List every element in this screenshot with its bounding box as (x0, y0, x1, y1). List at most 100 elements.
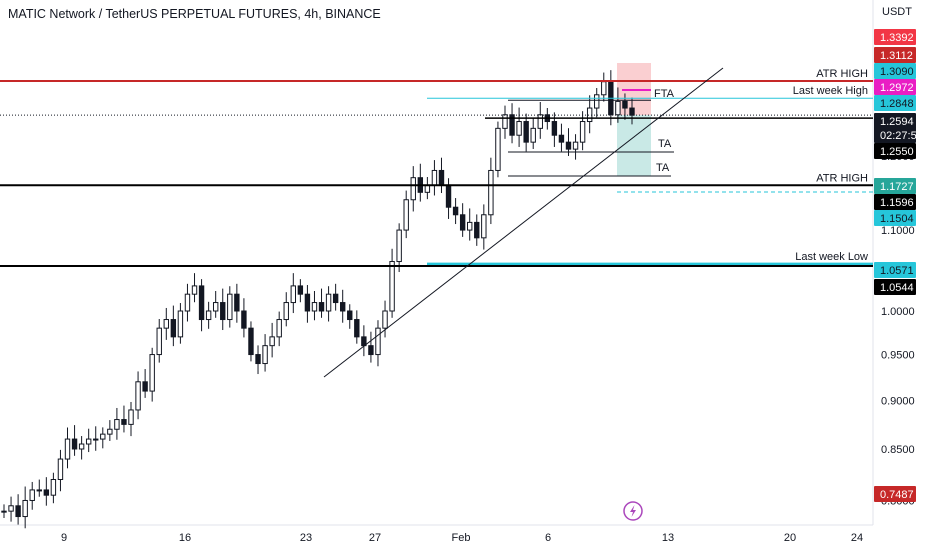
price-badge-label: 1.3112 (880, 50, 913, 62)
price-badge-label: 1.0544 (880, 282, 914, 294)
price-badge (874, 178, 916, 194)
y-tick-label: 0.9500 (881, 350, 915, 362)
price-badge (874, 194, 916, 210)
x-tick-label: 23 (300, 532, 312, 544)
currency-label[interactable]: USDT (882, 6, 912, 18)
price-badge-label: 1.2550 (880, 146, 914, 158)
candle-body (382, 310, 388, 329)
candle-body (85, 438, 92, 445)
price-badge (874, 79, 916, 95)
x-tick-label: 9 (61, 532, 67, 544)
candle-body (170, 319, 177, 338)
candle-body (537, 114, 543, 129)
candle-body (114, 419, 120, 430)
candle-body (347, 310, 353, 321)
price-badge-label: 1.2594 (880, 116, 914, 128)
candle-body (339, 302, 346, 312)
candle-body (290, 285, 297, 304)
price-badge (874, 29, 916, 45)
target-zone (617, 115, 651, 176)
chart-title: MATIC Network / TetherUS PERPETUAL FUTUR… (8, 7, 381, 21)
price-badge (874, 113, 916, 129)
price-badge (874, 127, 916, 143)
candle-body (142, 381, 148, 392)
candle-body (431, 169, 438, 186)
candle-body (474, 221, 480, 239)
price-badge (874, 279, 916, 295)
x-tick-label: 24 (851, 532, 863, 544)
candle-body (332, 293, 339, 304)
level-label-4: ATR HIGH (816, 172, 868, 184)
candle-body (389, 261, 395, 312)
y-tick-label: 1.1000 (881, 225, 915, 237)
candle-body (325, 293, 332, 312)
candle-body (248, 327, 254, 356)
price-badge-label: 0.7487 (880, 489, 914, 501)
level-label-6: Last week Low (795, 251, 868, 263)
x-tick-label: 27 (369, 532, 381, 544)
annotation-ta-1: TA (658, 138, 672, 150)
candle-body (572, 141, 579, 150)
candle-body (622, 100, 628, 109)
candle-body (36, 489, 42, 492)
candle-body (368, 345, 374, 356)
price-badge-label: 1.1504 (880, 213, 914, 225)
candle-body (495, 127, 501, 171)
price-badge (874, 143, 916, 159)
candle-body (198, 285, 205, 321)
candle-body (191, 285, 198, 295)
price-badge-label: 1.3392 (880, 32, 914, 44)
candle-body (629, 107, 635, 116)
candle-body (121, 419, 127, 425)
candle-body (227, 293, 233, 321)
candle-body (594, 94, 600, 109)
candle-body (50, 479, 57, 496)
candle-body (22, 499, 28, 518)
price-badge-label: 1.1596 (880, 197, 914, 209)
y-tick-label: 0.8500 (881, 444, 915, 456)
candle-body (445, 184, 452, 208)
lightning-icon[interactable] (623, 501, 643, 521)
candle-body (149, 354, 155, 392)
candle-body (128, 409, 134, 425)
candle-body (297, 285, 304, 295)
candle-body (311, 302, 318, 312)
x-tick-label: 16 (179, 532, 191, 544)
price-badge (874, 486, 916, 502)
annotation-ta-2: TA (656, 162, 670, 174)
candle-body (438, 169, 445, 186)
candle-body (523, 121, 529, 143)
candle-body (57, 458, 64, 481)
price-badge (874, 95, 916, 111)
level-label-0: ATR HIGH (816, 68, 868, 80)
candle-body (262, 345, 268, 365)
candle-body (71, 438, 78, 450)
candle-body (354, 319, 360, 338)
candle-body (64, 438, 71, 460)
candle-body (283, 302, 289, 321)
candle-body (488, 169, 494, 216)
candle-body (615, 100, 621, 116)
price-badge (874, 63, 916, 79)
trendline (323, 67, 724, 378)
price-badge (874, 210, 916, 226)
candle-body (177, 310, 184, 338)
candle-body (410, 177, 416, 201)
price-badge-label: 1.2972 (880, 82, 914, 94)
candle-body (467, 221, 473, 231)
candle-body (269, 336, 275, 347)
price-badge-label: 1.1727 (880, 181, 914, 193)
price-badge-label: 1.2848 (880, 98, 914, 110)
candle-body (459, 214, 466, 231)
lightning-icon-bolt (630, 505, 636, 517)
y-tick-label: 0.9000 (881, 395, 915, 407)
candle-body (318, 302, 325, 312)
candle-body (8, 505, 14, 512)
y-tick-label: 1.0000 (881, 306, 915, 318)
candle-body (403, 199, 409, 231)
candle-body (156, 327, 162, 356)
candle-body (93, 438, 99, 441)
candle-body (601, 81, 607, 96)
x-tick-label: Feb (452, 532, 471, 544)
